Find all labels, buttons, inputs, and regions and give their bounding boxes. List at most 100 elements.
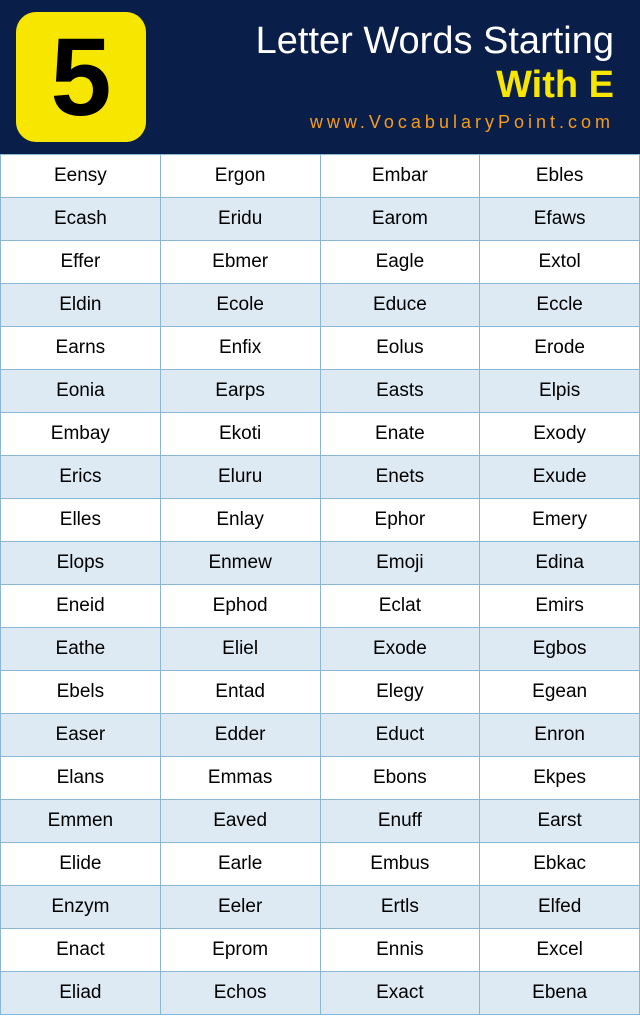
badge-number: 5 bbox=[50, 14, 111, 141]
word-cell: Ennis bbox=[320, 929, 480, 972]
word-cell: Emirs bbox=[480, 585, 640, 628]
word-cell: Emmas bbox=[160, 757, 320, 800]
word-cell: Eaved bbox=[160, 800, 320, 843]
table-row: EmmenEavedEnuffEarst bbox=[1, 800, 640, 843]
table-row: ElopsEnmewEmojiEdina bbox=[1, 542, 640, 585]
table-row: EaserEdderEductEnron bbox=[1, 714, 640, 757]
table-row: ElansEmmasEbonsEkpes bbox=[1, 757, 640, 800]
word-cell: Enron bbox=[480, 714, 640, 757]
table-row: EbelsEntadElegyEgean bbox=[1, 671, 640, 714]
table-row: EnactEpromEnnisExcel bbox=[1, 929, 640, 972]
word-cell: Earps bbox=[160, 370, 320, 413]
word-cell: Enzym bbox=[1, 886, 161, 929]
word-cell: Elegy bbox=[320, 671, 480, 714]
word-cell: Enets bbox=[320, 456, 480, 499]
word-cell: Erics bbox=[1, 456, 161, 499]
word-cell: Enfix bbox=[160, 327, 320, 370]
website-url: www.VocabularyPoint.com bbox=[158, 112, 614, 133]
table-row: EmbayEkotiEnateExody bbox=[1, 413, 640, 456]
word-cell: Ebmer bbox=[160, 241, 320, 284]
table-row: EllesEnlayEphorEmery bbox=[1, 499, 640, 542]
word-cell: Eensy bbox=[1, 155, 161, 198]
table-row: EoniaEarpsEastsElpis bbox=[1, 370, 640, 413]
word-cell: Echos bbox=[160, 972, 320, 1015]
word-cell: Educe bbox=[320, 284, 480, 327]
word-cell: Edina bbox=[480, 542, 640, 585]
word-cell: Ekpes bbox=[480, 757, 640, 800]
table-row: EatheElielExodeEgbos bbox=[1, 628, 640, 671]
word-cell: Eathe bbox=[1, 628, 161, 671]
word-cell: Elles bbox=[1, 499, 161, 542]
word-cell: Elide bbox=[1, 843, 161, 886]
page-header: 5 Letter Words Starting With E www.Vocab… bbox=[0, 0, 640, 154]
word-cell: Exact bbox=[320, 972, 480, 1015]
word-cell: Efaws bbox=[480, 198, 640, 241]
word-cell: Easer bbox=[1, 714, 161, 757]
table-row: EensyErgonEmbarEbles bbox=[1, 155, 640, 198]
word-cell: Educt bbox=[320, 714, 480, 757]
word-cell: Ebons bbox=[320, 757, 480, 800]
table-row: EarnsEnfixEolusErode bbox=[1, 327, 640, 370]
words-table: EensyErgonEmbarEblesEcashEriduEaromEfaws… bbox=[0, 154, 640, 1015]
number-badge: 5 bbox=[16, 12, 146, 142]
word-cell: Exode bbox=[320, 628, 480, 671]
word-cell: Eprom bbox=[160, 929, 320, 972]
word-cell: Earst bbox=[480, 800, 640, 843]
word-cell: Extol bbox=[480, 241, 640, 284]
word-cell: Embus bbox=[320, 843, 480, 886]
table-row: EcashEriduEaromEfaws bbox=[1, 198, 640, 241]
word-cell: Eliel bbox=[160, 628, 320, 671]
word-cell: Earle bbox=[160, 843, 320, 886]
word-cell: Ertls bbox=[320, 886, 480, 929]
word-cell: Emoji bbox=[320, 542, 480, 585]
word-cell: Ecash bbox=[1, 198, 161, 241]
word-cell: Exody bbox=[480, 413, 640, 456]
table-row: EldinEcoleEduceEccle bbox=[1, 284, 640, 327]
word-cell: Ecole bbox=[160, 284, 320, 327]
table-row: EnzymEelerErtlsElfed bbox=[1, 886, 640, 929]
word-cell: Ephor bbox=[320, 499, 480, 542]
word-cell: Elfed bbox=[480, 886, 640, 929]
word-cell: Eldin bbox=[1, 284, 161, 327]
word-cell: Eclat bbox=[320, 585, 480, 628]
word-cell: Embar bbox=[320, 155, 480, 198]
word-cell: Egbos bbox=[480, 628, 640, 671]
word-cell: Erode bbox=[480, 327, 640, 370]
word-cell: Eolus bbox=[320, 327, 480, 370]
word-cell: Enate bbox=[320, 413, 480, 456]
word-cell: Enuff bbox=[320, 800, 480, 843]
word-cell: Eliad bbox=[1, 972, 161, 1015]
word-cell: Easts bbox=[320, 370, 480, 413]
word-cell: Eridu bbox=[160, 198, 320, 241]
word-cell: Eneid bbox=[1, 585, 161, 628]
word-cell: Earom bbox=[320, 198, 480, 241]
word-cell: Eluru bbox=[160, 456, 320, 499]
word-cell: Emmen bbox=[1, 800, 161, 843]
table-row: EneidEphodEclatEmirs bbox=[1, 585, 640, 628]
word-cell: Ekoti bbox=[160, 413, 320, 456]
word-cell: Egean bbox=[480, 671, 640, 714]
word-cell: Emery bbox=[480, 499, 640, 542]
header-text: Letter Words Starting With E www.Vocabul… bbox=[158, 21, 624, 133]
word-cell: Eagle bbox=[320, 241, 480, 284]
word-cell: Eccle bbox=[480, 284, 640, 327]
table-row: EricsEluruEnetsExude bbox=[1, 456, 640, 499]
word-cell: Eonia bbox=[1, 370, 161, 413]
word-cell: Ephod bbox=[160, 585, 320, 628]
word-cell: Embay bbox=[1, 413, 161, 456]
table-row: EfferEbmerEagleExtol bbox=[1, 241, 640, 284]
word-cell: Exude bbox=[480, 456, 640, 499]
word-cell: Edder bbox=[160, 714, 320, 757]
word-cell: Eeler bbox=[160, 886, 320, 929]
word-cell: Excel bbox=[480, 929, 640, 972]
word-cell: Ebles bbox=[480, 155, 640, 198]
table-row: ElideEarleEmbusEbkac bbox=[1, 843, 640, 886]
title-line1: Letter Words Starting bbox=[158, 21, 614, 63]
word-cell: Enact bbox=[1, 929, 161, 972]
word-cell: Ebkac bbox=[480, 843, 640, 886]
word-cell: Earns bbox=[1, 327, 161, 370]
word-cell: Entad bbox=[160, 671, 320, 714]
title-line2: With E bbox=[158, 63, 614, 109]
word-cell: Elops bbox=[1, 542, 161, 585]
word-cell: Elans bbox=[1, 757, 161, 800]
